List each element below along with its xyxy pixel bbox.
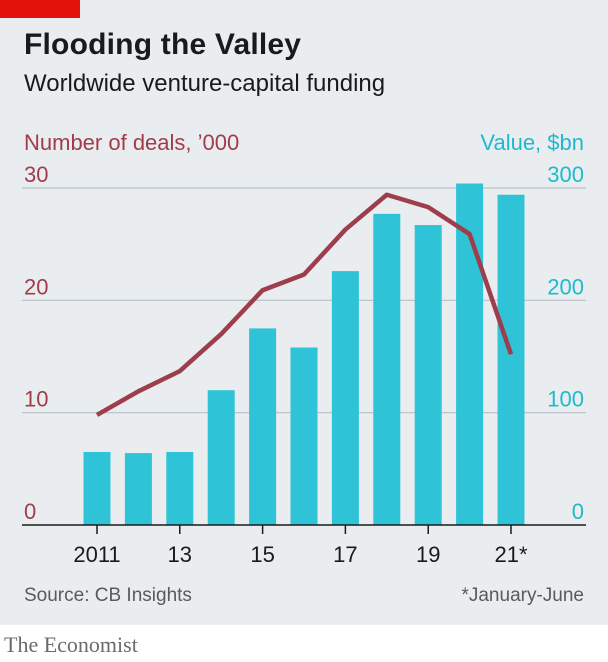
bar (124, 453, 152, 525)
x-tick-label: 19 (416, 542, 440, 567)
x-tick-label: 17 (333, 542, 357, 567)
x-tick-label: 13 (168, 542, 192, 567)
bar (373, 213, 401, 525)
bar (83, 451, 111, 525)
x-tick-label: 15 (250, 542, 274, 567)
left-axis-title: Number of deals, ’000 (24, 130, 240, 155)
footnote: *January-June (461, 585, 584, 606)
bar (290, 347, 318, 525)
bar (249, 328, 277, 525)
chart-title: Flooding the Valley (24, 28, 302, 61)
bar (414, 225, 442, 525)
deals-line (95, 192, 514, 417)
right-tick-label: 100 (547, 387, 584, 412)
left-tick-label: 30 (24, 162, 48, 187)
right-tick-label: 0 (572, 499, 584, 524)
bar (331, 271, 359, 525)
chart-card: Flooding the Valley Worldwide venture-ca… (0, 0, 608, 625)
left-tick-label: 20 (24, 274, 48, 299)
right-tick-label: 200 (547, 274, 584, 299)
bar (207, 390, 235, 525)
x-tick-label: 2011 (73, 542, 120, 567)
left-tick-label: 10 (24, 387, 48, 412)
source-note: Source: CB Insights (24, 585, 192, 606)
bar (166, 451, 194, 525)
publisher-brand: The Economist (4, 632, 138, 657)
chart-subtitle: Worldwide venture-capital funding (24, 70, 386, 97)
x-tick-label: 21* (494, 542, 527, 567)
brand-tab (0, 0, 80, 18)
bar (497, 194, 525, 526)
left-tick-label: 0 (24, 499, 36, 524)
right-axis-title: Value, $bn (480, 130, 584, 155)
chart-plot: 0 0 10 100 20 200 30 300 2011 13 15 17 19 21* (22, 162, 586, 567)
right-tick-label: 300 (547, 162, 584, 187)
